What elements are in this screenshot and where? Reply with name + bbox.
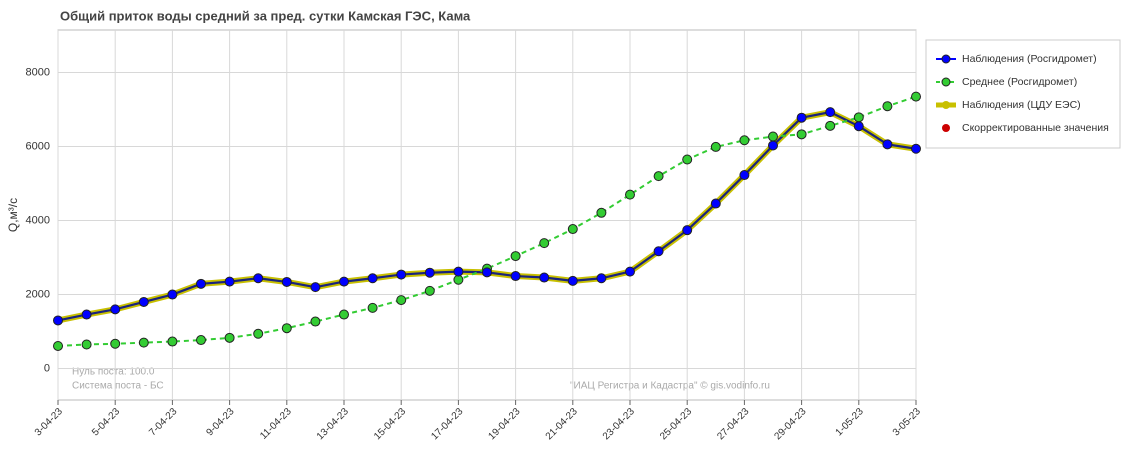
data-point bbox=[167, 336, 178, 347]
data-point bbox=[110, 304, 121, 315]
data-point bbox=[424, 267, 435, 278]
data-point bbox=[596, 273, 607, 284]
data-point bbox=[396, 269, 407, 280]
data-point bbox=[796, 129, 807, 140]
data-point bbox=[196, 278, 206, 289]
data-point bbox=[539, 238, 550, 249]
data-point bbox=[510, 271, 521, 282]
y-tick-label: 8000 bbox=[26, 66, 50, 78]
data-point bbox=[739, 135, 750, 146]
data-point bbox=[911, 143, 921, 154]
data-point bbox=[396, 295, 407, 306]
x-tick-label: 11-04-23 bbox=[258, 406, 294, 442]
data-point bbox=[110, 338, 121, 349]
data-point bbox=[882, 139, 893, 150]
data-point bbox=[367, 273, 378, 284]
data-point bbox=[567, 275, 578, 286]
data-point bbox=[424, 285, 435, 296]
data-point bbox=[53, 315, 63, 326]
legend-label: Наблюдения (Росгидромет) bbox=[962, 53, 1097, 65]
y-axis-label: Q,м³/с bbox=[6, 198, 20, 232]
data-point bbox=[310, 316, 321, 327]
data-point bbox=[739, 170, 750, 181]
data-point bbox=[768, 131, 778, 142]
data-point bbox=[539, 272, 550, 283]
x-tick-label: 7-04-23 bbox=[147, 406, 179, 438]
legend-label: Скорректированные значения bbox=[962, 122, 1109, 134]
data-point bbox=[853, 112, 864, 123]
data-point bbox=[625, 189, 635, 200]
data-point bbox=[825, 120, 836, 131]
plot-area bbox=[57, 29, 917, 401]
data-point bbox=[81, 309, 92, 320]
data-point bbox=[567, 224, 578, 235]
data-point bbox=[339, 309, 349, 320]
x-tick-label: 5-04-23 bbox=[90, 406, 122, 438]
x-tick-label: 3-05-23 bbox=[891, 406, 923, 438]
data-point bbox=[367, 302, 378, 313]
y-tick-label: 4000 bbox=[26, 214, 50, 226]
legend-swatch bbox=[942, 101, 950, 109]
data-point bbox=[510, 251, 521, 262]
data-point bbox=[453, 266, 464, 277]
data-point bbox=[882, 101, 893, 112]
x-tick-label: 9-04-23 bbox=[204, 406, 236, 438]
data-point bbox=[167, 289, 178, 300]
data-point bbox=[224, 276, 235, 287]
data-point bbox=[53, 340, 63, 351]
data-point bbox=[253, 328, 264, 339]
legend-box bbox=[925, 39, 1121, 149]
data-point bbox=[682, 225, 693, 236]
data-point bbox=[482, 267, 492, 278]
data-point bbox=[253, 273, 264, 284]
data-point bbox=[682, 154, 693, 165]
data-point bbox=[339, 276, 349, 287]
data-point bbox=[281, 276, 292, 287]
annotation: "ИАЦ Регистра и Кадастра" © gis.vodinfo.… bbox=[570, 381, 770, 392]
data-point bbox=[653, 171, 664, 182]
data-point bbox=[853, 121, 864, 132]
x-tick-label: 3-04-23 bbox=[33, 406, 65, 438]
x-tick-label: 23-04-23 bbox=[601, 406, 637, 442]
x-tick-label: 29-04-23 bbox=[773, 406, 809, 442]
x-tick-label: 25-04-23 bbox=[658, 406, 694, 442]
data-point bbox=[796, 112, 807, 123]
data-point bbox=[196, 335, 206, 346]
legend-label: Среднее (Росгидромет) bbox=[962, 76, 1077, 88]
data-point bbox=[825, 107, 836, 118]
data-point bbox=[138, 296, 149, 307]
data-point bbox=[653, 246, 664, 257]
chart-title: Общий приток воды средний за пред. сутки… bbox=[60, 8, 471, 23]
data-point bbox=[768, 140, 778, 151]
data-point bbox=[224, 332, 235, 343]
y-tick-label: 2000 bbox=[26, 288, 50, 300]
x-tick-label: 19-04-23 bbox=[487, 406, 523, 442]
data-point bbox=[310, 282, 321, 293]
x-tick-label: 27-04-23 bbox=[715, 406, 751, 442]
y-tick-label: 0 bbox=[44, 362, 50, 374]
legend-swatch bbox=[941, 77, 951, 87]
x-tick-label: 1-05-23 bbox=[834, 406, 866, 438]
x-tick-label: 13-04-23 bbox=[315, 406, 351, 442]
data-point bbox=[625, 266, 635, 277]
data-point bbox=[710, 198, 721, 209]
annotation: Нуль поста: 100.0 bbox=[72, 367, 155, 378]
data-point bbox=[911, 91, 921, 102]
series-line bbox=[57, 111, 917, 322]
y-tick-label: 6000 bbox=[26, 140, 50, 152]
x-tick-label: 15-04-23 bbox=[372, 406, 408, 442]
data-point bbox=[138, 337, 149, 348]
annotation: Система поста - БС bbox=[72, 381, 164, 392]
data-point bbox=[81, 339, 92, 350]
data-point bbox=[710, 141, 721, 152]
legend-swatch bbox=[942, 124, 950, 132]
legend-label: Наблюдения (ЦДУ ЕЭС) bbox=[962, 99, 1081, 111]
x-tick-label: 21-04-23 bbox=[544, 406, 580, 442]
legend-swatch bbox=[941, 54, 951, 64]
data-point bbox=[281, 323, 292, 334]
data-point bbox=[596, 207, 607, 218]
x-tick-label: 17-04-23 bbox=[429, 406, 465, 442]
